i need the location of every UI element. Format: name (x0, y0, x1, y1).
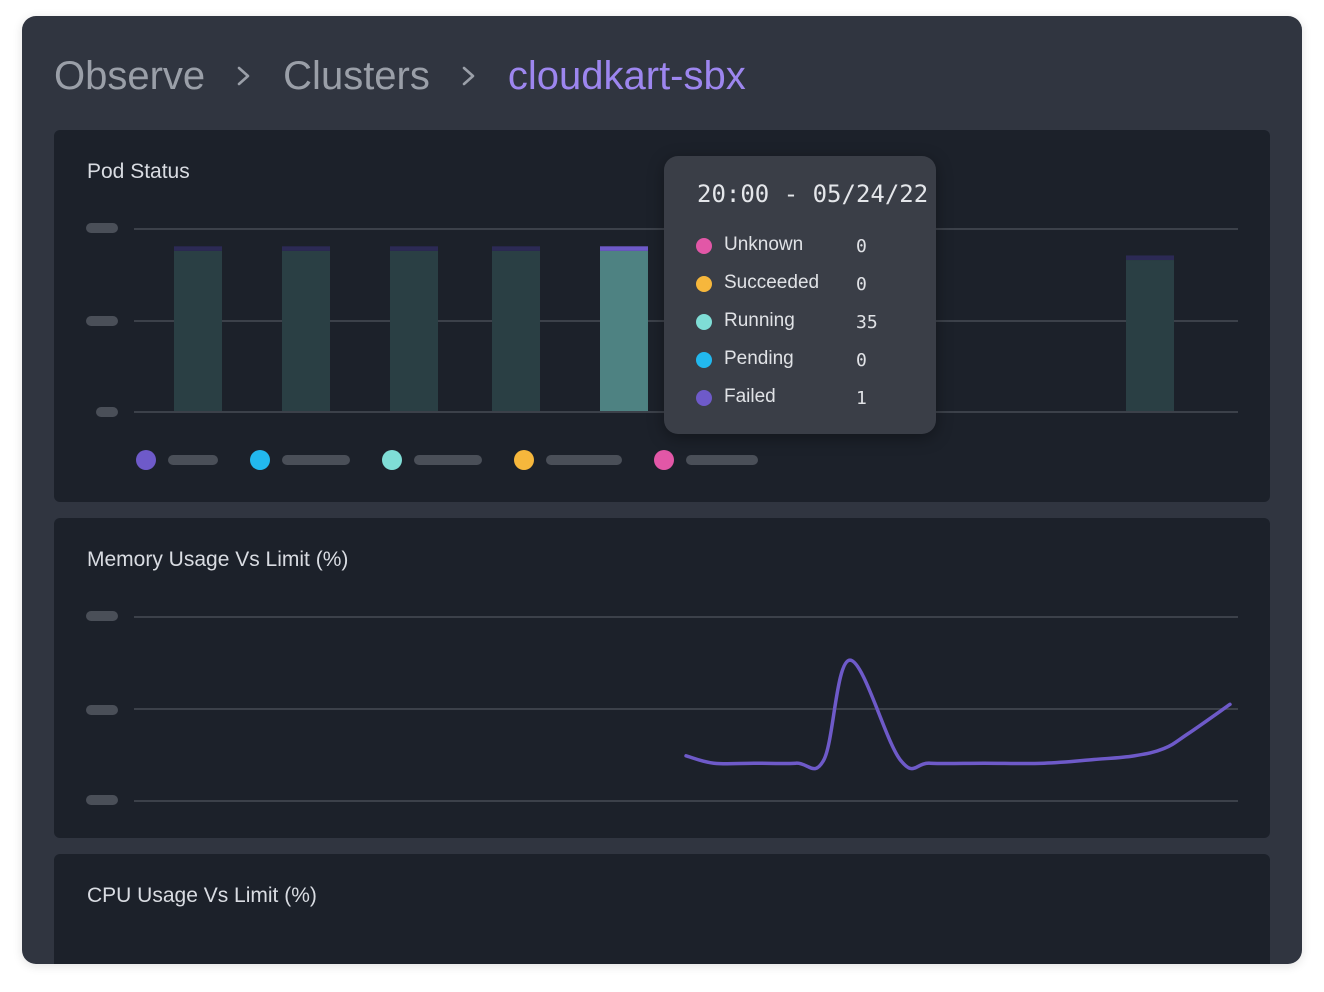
observe-window: Observe Clusters cloudkart-sbx Pod Statu… (22, 16, 1302, 964)
tooltip-label: Pending (724, 348, 794, 369)
tooltip-value: 35 (856, 312, 878, 333)
legend-dot-unknown (654, 450, 674, 470)
y-axis-label-placeholder (96, 407, 118, 417)
tooltip-row-failed: Failed 1 (696, 386, 926, 410)
tooltip-label: Succeeded (724, 272, 820, 293)
status-dot (696, 238, 712, 254)
pod-status-title: Pod Status (87, 160, 190, 183)
bar-running-2[interactable] (282, 250, 330, 411)
bar-failed-5[interactable] (600, 246, 648, 251)
memory-usage-line-chart (684, 658, 1232, 771)
legend-label-placeholder (546, 455, 622, 465)
tooltip-label: Running (724, 310, 795, 331)
memory-usage-title: Memory Usage Vs Limit (%) (87, 548, 349, 571)
baseline (134, 800, 1238, 802)
tooltip-row-unknown: Unknown 0 (696, 234, 926, 258)
pod-status-tooltip: 20:00 - 05/24/22 Unknown 0 Succeeded 0 R… (664, 156, 936, 434)
tooltip-value: 1 (856, 388, 867, 409)
bar-failed-6[interactable] (1126, 255, 1174, 261)
bar-running-3[interactable] (390, 250, 438, 411)
tooltip-value: 0 (856, 274, 867, 295)
bar-failed-4[interactable] (492, 246, 540, 251)
bar-running-6[interactable] (1126, 260, 1174, 411)
bar-failed-1[interactable] (174, 246, 222, 251)
cpu-usage-title: CPU Usage Vs Limit (%) (87, 884, 317, 907)
breadcrumb-cluster-name: cloudkart-sbx (507, 54, 746, 98)
status-dot (696, 314, 712, 330)
legend-label-placeholder (686, 455, 758, 465)
legend-label-placeholder (168, 455, 218, 465)
tooltip-label: Failed (724, 386, 776, 407)
breadcrumb-clusters[interactable]: Clusters (283, 54, 430, 98)
legend-label-placeholder (414, 455, 482, 465)
legend-dot-running (382, 450, 402, 470)
pod-status-card: Pod Status 20:00 - 05/24/22 Unknown 0 (54, 130, 1270, 502)
legend-label-placeholder (282, 455, 350, 465)
tooltip-row-succeeded: Succeeded 0 (696, 272, 926, 296)
bar-failed-3[interactable] (390, 246, 438, 251)
y-axis-label-placeholder (86, 705, 118, 715)
breadcrumb: Observe Clusters cloudkart-sbx (54, 50, 746, 102)
cpu-usage-card: CPU Usage Vs Limit (%) (54, 854, 1270, 964)
chevron-right-icon (205, 64, 283, 88)
bar-running-1[interactable] (174, 250, 222, 411)
status-dot (696, 276, 712, 292)
tooltip-value: 0 (856, 236, 867, 257)
tooltip-title: 20:00 - 05/24/22 (697, 180, 929, 208)
gridline (134, 708, 1238, 710)
memory-usage-card: Memory Usage Vs Limit (%) (54, 518, 1270, 838)
memory-usage-line[interactable] (684, 658, 1232, 771)
tooltip-row-running: Running 35 (696, 310, 926, 334)
tooltip-value: 0 (856, 350, 867, 371)
bar-running-4[interactable] (492, 250, 540, 411)
y-axis-label-placeholder (86, 611, 118, 621)
tooltip-label: Unknown (724, 234, 804, 255)
status-dot (696, 390, 712, 406)
legend-dot-failed (136, 450, 156, 470)
legend-dot-succeeded (514, 450, 534, 470)
tooltip-row-pending: Pending 0 (696, 348, 926, 372)
legend-dot-pending (250, 450, 270, 470)
pod-status-bars (174, 246, 1174, 411)
bar-failed-2[interactable] (282, 246, 330, 251)
gridline (134, 616, 1238, 618)
breadcrumb-observe[interactable]: Observe (54, 54, 206, 98)
bar-running-5[interactable] (600, 250, 648, 411)
status-dot (696, 352, 712, 368)
y-axis-label-placeholder (86, 316, 118, 326)
chevron-right-icon (430, 64, 508, 88)
y-axis-label-placeholder (86, 795, 118, 805)
y-axis-label-placeholder (86, 223, 118, 233)
